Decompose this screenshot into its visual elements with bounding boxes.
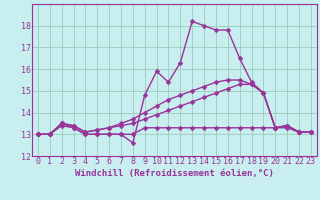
X-axis label: Windchill (Refroidissement éolien,°C): Windchill (Refroidissement éolien,°C) <box>75 169 274 178</box>
